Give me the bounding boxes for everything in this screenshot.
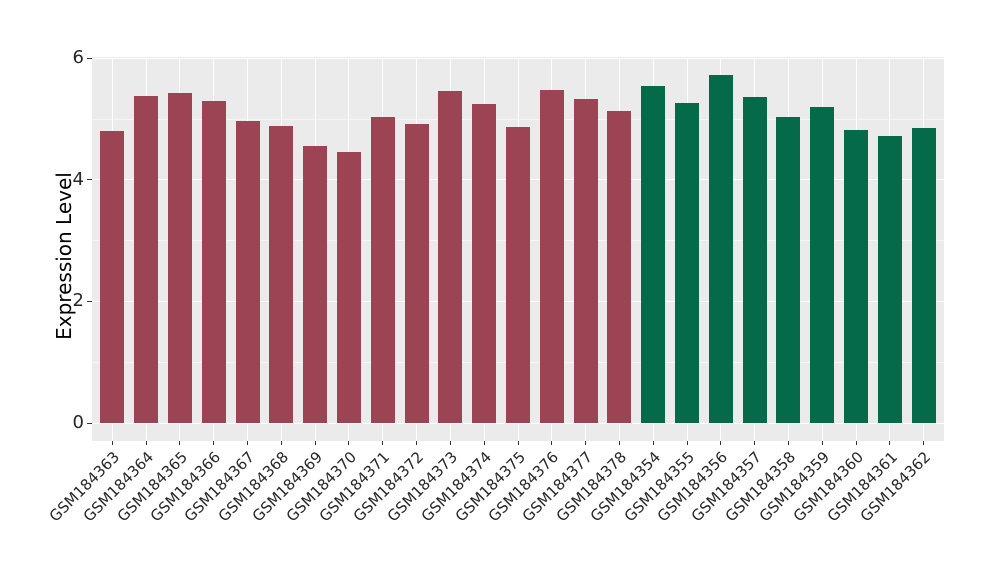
x-tick-mark	[855, 441, 857, 445]
bar-GSM184360	[844, 129, 869, 423]
y-tick-label: 4	[72, 168, 84, 190]
bar-GSM184358	[776, 117, 801, 423]
x-tick-mark	[821, 441, 823, 445]
x-tick-mark	[247, 441, 249, 445]
x-tick-mark	[923, 441, 925, 445]
bar-GSM184354	[641, 85, 666, 423]
x-tick-mark	[314, 441, 316, 445]
bar-GSM184371	[370, 116, 395, 423]
bar-GSM184355	[675, 103, 700, 423]
bar-GSM184361	[877, 136, 902, 423]
bar-GSM184368	[269, 126, 294, 423]
x-tick-mark	[787, 441, 789, 445]
x-tick-mark	[416, 441, 418, 445]
bar-GSM184357	[742, 97, 767, 423]
x-tick-mark	[348, 441, 350, 445]
x-tick-mark	[517, 441, 519, 445]
y-tick-mark	[87, 422, 92, 424]
bar-GSM184365	[167, 93, 192, 423]
x-tick-mark	[889, 441, 891, 445]
x-tick-mark	[111, 441, 113, 445]
x-tick-mark	[618, 441, 620, 445]
y-tick-label: 6	[72, 47, 84, 69]
bar-GSM184359	[810, 106, 835, 423]
bar-GSM184378	[607, 111, 632, 423]
x-tick-mark	[449, 441, 451, 445]
x-tick-mark	[280, 441, 282, 445]
bar-GSM184366	[201, 100, 226, 423]
x-tick-mark	[686, 441, 688, 445]
x-tick-mark	[551, 441, 553, 445]
bar-GSM184356	[708, 74, 733, 423]
plot-panel	[92, 57, 944, 441]
y-tick-label: 0	[72, 412, 84, 433]
bar-GSM184362	[911, 128, 936, 423]
y-tick-mark	[87, 57, 92, 59]
bar-GSM184367	[235, 121, 260, 423]
bar-GSM184370	[336, 152, 361, 423]
y-axis-title-text: Expression Level	[52, 172, 76, 340]
y-tick-label: 2	[72, 290, 84, 312]
bar-GSM184376	[539, 89, 564, 423]
x-tick-mark	[585, 441, 587, 445]
x-tick-mark	[652, 441, 654, 445]
x-tick-mark	[382, 441, 384, 445]
x-tick-mark	[213, 441, 215, 445]
bar-GSM184373	[438, 91, 463, 423]
x-tick-mark	[720, 441, 722, 445]
bar-GSM184363	[100, 131, 125, 423]
x-tick-mark	[754, 441, 756, 445]
bar-GSM184377	[573, 98, 598, 423]
bar-GSM184375	[506, 126, 530, 423]
bar-GSM184369	[303, 145, 328, 423]
x-tick-mark	[483, 441, 485, 445]
bar-GSM184364	[134, 95, 159, 423]
x-tick-mark	[179, 441, 181, 445]
y-tick-mark	[87, 179, 92, 181]
x-tick-mark	[145, 441, 147, 445]
bar-GSM184374	[472, 104, 497, 423]
bar-GSM184372	[404, 123, 429, 423]
y-tick-mark	[87, 300, 92, 302]
